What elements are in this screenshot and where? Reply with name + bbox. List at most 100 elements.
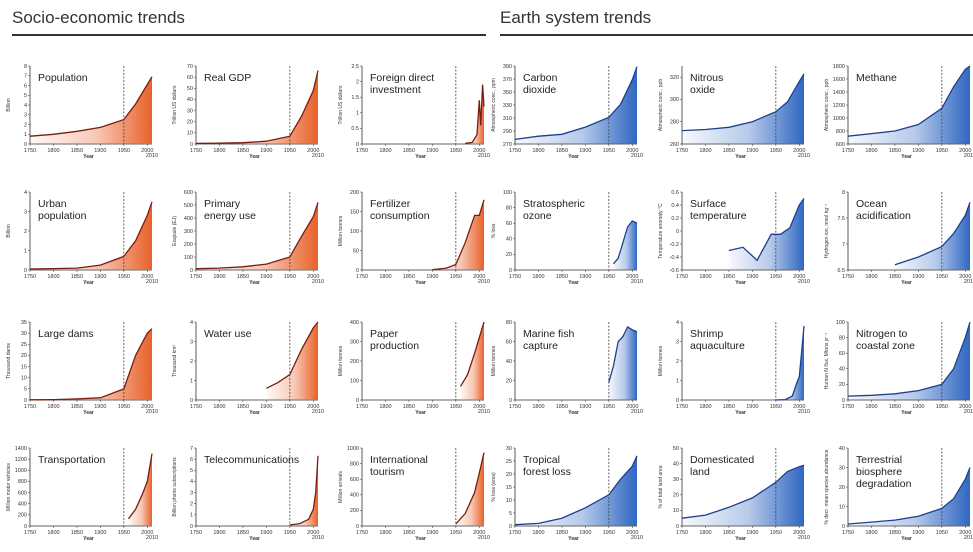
chart-11-xtick-label: 1750: [190, 530, 202, 536]
chart-24-xtick-label: 1800: [865, 530, 877, 536]
chart-1-xtick-label: 2010: [146, 153, 158, 159]
chart-20-line: [775, 325, 805, 401]
chart-24-title: degradation: [856, 478, 912, 490]
chart-22-ylabel: % loss (area): [491, 472, 497, 502]
chart-14-ytick-label: 300: [670, 97, 679, 103]
chart-13-ytick-label: 290: [503, 129, 512, 135]
chart-1-ytick-label: 5: [24, 93, 27, 99]
chart-19-ytick-label: 0: [509, 398, 512, 404]
chart-4-xtick-label: 2010: [146, 279, 158, 285]
chart-12-xtick-label: 2010: [478, 535, 490, 541]
chart-3-ytick-label: 1.5: [351, 95, 359, 101]
chart-12-xtick-label: 2000: [473, 530, 485, 536]
chart-9-line: [459, 321, 485, 387]
chart-19-ytick-label: 20: [506, 378, 512, 384]
chart-13-xtick-label: 1950: [603, 148, 615, 154]
chart-1-xtick-label: 1900: [94, 148, 106, 154]
chart-2-xtick-label: 2010: [312, 153, 324, 159]
chart-4-ytick-label: 1: [24, 248, 27, 254]
chart-4-ytick-label: 0: [24, 268, 27, 274]
chart-16-xtick-label: 1800: [532, 274, 544, 280]
chart-8-xtick-label: 1800: [213, 404, 225, 410]
chart-14-line: [681, 73, 805, 132]
chart-18-xtick-label: 1900: [912, 274, 924, 280]
chart-23-xtick-label: 1900: [746, 530, 758, 536]
chart-23-ytick-label: 40: [673, 461, 679, 467]
chart-21-ytick-label: 80: [839, 335, 845, 341]
chart-10-xtick-label: 1950: [118, 530, 130, 536]
chart-2-ytick-label: 30: [187, 108, 193, 114]
chart-18-xtick-label: 1750: [842, 274, 854, 280]
chart-12-xtick-label: 1950: [450, 530, 462, 536]
chart-17-xtick-label: 1900: [746, 274, 758, 280]
chart-15-xlabel: Year: [901, 154, 912, 160]
chart-3-xlabel: Year: [415, 154, 426, 160]
chart-11-xtick-label: 1850: [237, 530, 249, 536]
chart-18-ytick-label: 8: [842, 190, 845, 196]
chart-24-ylabel: % decr. mean species abundance: [824, 449, 830, 524]
chart-9: 0 100 200 300 400 1750 1800 1850 1900 1950 2000201…: [338, 320, 490, 416]
chart-3-title: investment: [370, 84, 421, 96]
chart-19-xlabel: Year: [568, 410, 579, 416]
chart-6-xtick-label: 1950: [450, 274, 462, 280]
chart-3-xtick-label: 1800: [379, 148, 391, 154]
chart-1-ylabel: Billion: [6, 98, 12, 112]
chart-1-ytick-label: 8: [24, 64, 27, 70]
chart-7-xtick-label: 1900: [94, 404, 106, 410]
chart-9-ytick-label: 100: [350, 378, 359, 384]
chart-21-xtick-label: 2000: [959, 404, 971, 410]
chart-7-xtick-label: 1750: [24, 404, 36, 410]
chart-21-ytick-label: 100: [836, 320, 845, 326]
chart-22-ytick-label: 30: [506, 446, 512, 452]
chart-7-ytick-label: 15: [21, 364, 27, 370]
chart-13-ytick-label: 310: [503, 116, 512, 122]
chart-16-xtick-label: 1750: [509, 274, 521, 280]
chart-19-area: [608, 326, 637, 400]
chart-12-xtick-label: 1800: [379, 530, 391, 536]
chart-21-xtick-label: 1800: [865, 404, 877, 410]
chart-6-ylabel: Million tonnes: [338, 215, 344, 246]
chart-4-xtick-label: 1850: [71, 274, 83, 280]
chart-5-xlabel: Year: [249, 280, 260, 286]
chart-18-xlabel: Year: [901, 280, 912, 286]
chart-8-ytick-label: 1: [190, 378, 193, 384]
chart-2-ytick-label: 20: [187, 120, 193, 126]
chart-15-xtick-label: 1850: [889, 148, 901, 154]
chart-18-area: [894, 202, 970, 270]
right-section-rule: [500, 34, 973, 36]
chart-22: 0 5 10 15 20 25 30 1750 1800 1850 1900 1950 20002010…: [491, 446, 643, 542]
chart-6-ytick-label: 150: [350, 209, 359, 215]
chart-10-xtick-label: 2010: [146, 535, 158, 541]
chart-4-xtick-label: 2000: [141, 274, 153, 280]
chart-2-title: Real GDP: [204, 72, 251, 84]
chart-19-xtick-label: 2010: [631, 409, 643, 415]
chart-8-xtick-label: 1750: [190, 404, 202, 410]
chart-21: 0 20 40 60 80 100 1750 1800 1850 1900 1950 20002010…: [824, 320, 973, 416]
chart-24-ytick-label: 40: [839, 446, 845, 452]
chart-8-xtick-label: 2010: [312, 409, 324, 415]
chart-12-ytick-label: 400: [350, 493, 359, 499]
chart-11-xtick-label: 1900: [260, 530, 272, 536]
chart-12-area: [455, 452, 484, 526]
chart-19-line: [608, 325, 638, 383]
chart-3-xtick-label: 1850: [403, 148, 415, 154]
chart-13-ytick-label: 370: [503, 77, 512, 83]
chart-10-ytick-label: 400: [18, 502, 27, 508]
chart-15-xtick-label: 2000: [959, 148, 971, 154]
chart-6-ytick-label: 100: [350, 229, 359, 235]
chart-17-title: Surface: [690, 198, 726, 210]
chart-20-ylabel: Million tonnes: [658, 345, 664, 376]
chart-15-ytick-label: 800: [836, 129, 845, 135]
chart-21-ylabel: Human N flux, Mtons yr⁻¹: [824, 332, 830, 389]
chart-6-xtick-label: 2010: [478, 279, 490, 285]
chart-18-ytick-label: 6.5: [837, 268, 845, 274]
chart-20-xtick-label: 1950: [770, 404, 782, 410]
chart-10-ytick-label: 200: [18, 513, 27, 519]
chart-22-ytick-label: 10: [506, 498, 512, 504]
chart-11-line: [289, 455, 319, 526]
chart-15-ytick-label: 1200: [833, 103, 845, 109]
chart-17-title: temperature: [690, 210, 747, 222]
chart-24-ytick-label: 10: [839, 504, 845, 510]
